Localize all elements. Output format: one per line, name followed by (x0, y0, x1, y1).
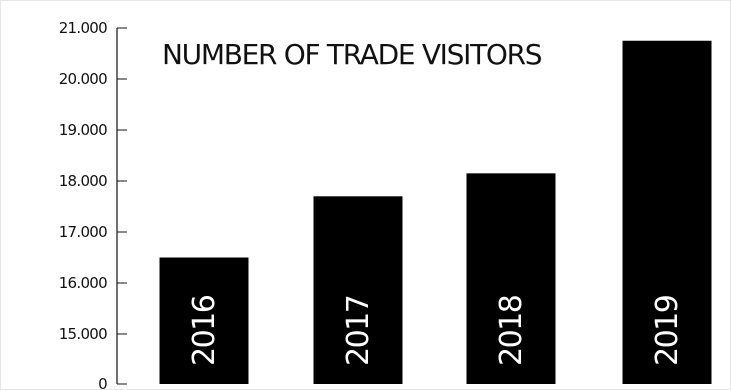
bar-label-2018: 2018 (494, 295, 529, 366)
y-tick-label: 16.000 (59, 274, 107, 292)
bar-label-2019: 2019 (650, 296, 685, 366)
y-tick-label: 18.000 (59, 172, 107, 190)
y-axis: 0 15.000 16.000 17.000 18.000 19.000 20.000 21.… (59, 19, 127, 390)
bar-2019 (622, 40, 712, 384)
y-tick-label: 21.000 (59, 19, 107, 37)
y-tick-label: 0 (98, 375, 107, 390)
y-tick-label: 17.000 (59, 223, 107, 241)
y-tick-label: 20.000 (59, 70, 107, 88)
bar-label-2017: 2017 (341, 296, 376, 366)
y-tick-label: 19.000 (59, 121, 107, 139)
chart-title: NUMBER OF TRADE VISITORS (162, 38, 542, 71)
bar-2016 (159, 257, 249, 384)
y-tick-label: 15.000 (59, 325, 107, 343)
bar-2018 (466, 173, 556, 384)
bars: 2016 2017 2018 2019 (159, 40, 712, 384)
bar-2017 (313, 196, 403, 384)
bar-label-2016: 2016 (187, 295, 222, 366)
